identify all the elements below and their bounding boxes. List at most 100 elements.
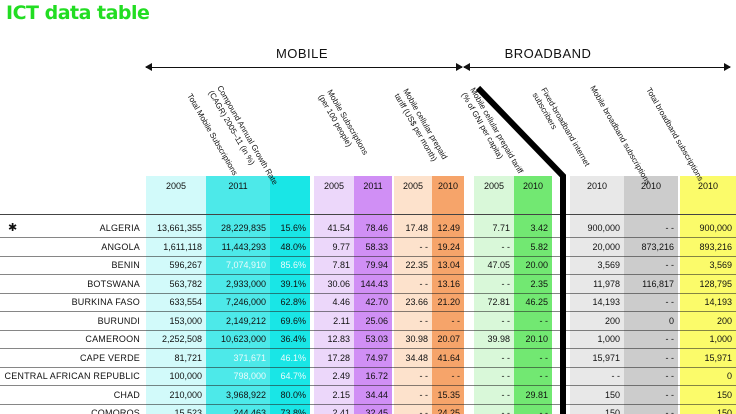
table-cell: 633,554 xyxy=(169,297,202,307)
table-cell: - - xyxy=(451,315,461,326)
year-label-5: 2005 xyxy=(402,181,424,191)
table-cell: 73.8% xyxy=(280,408,306,414)
section-arrow-broadband xyxy=(463,63,731,71)
table-cell: - - xyxy=(611,371,621,381)
table-cell: 21.20 xyxy=(437,297,460,307)
table-cell: 39.98 xyxy=(487,334,510,344)
year-label-8: 2010 xyxy=(522,181,544,191)
table-cell: 16.72 xyxy=(365,371,388,381)
country-name: BURUNDI xyxy=(97,315,140,326)
table-cell: 15,523 xyxy=(174,408,202,414)
table-cell: 4.46 xyxy=(332,297,350,307)
country-name: BOTSWANA xyxy=(87,278,140,289)
table-cell: 11,443,293 xyxy=(221,241,266,252)
table-cell: 81,721 xyxy=(174,352,202,363)
table-cell: - - xyxy=(419,315,429,326)
country-name: BENIN xyxy=(111,260,140,270)
table-cell: 2.35 xyxy=(530,278,548,289)
table-cell: 10,623,000 xyxy=(220,334,266,344)
table-cell: 2.49 xyxy=(332,371,350,381)
table-cell: 1,000 xyxy=(597,334,620,344)
table-cell: 32.45 xyxy=(365,408,388,414)
column-bg-11 xyxy=(680,176,736,414)
column-bg-9 xyxy=(570,176,624,414)
year-label-10: 2010 xyxy=(640,181,662,191)
table-cell: - - xyxy=(419,408,429,414)
table-cell: - - xyxy=(501,352,511,363)
column-header-7: Total broadband subscriptions xyxy=(644,86,706,183)
table-cell: 2.15 xyxy=(332,389,350,400)
table-cell: 2,933,000 xyxy=(225,278,266,289)
year-label-11: 2010 xyxy=(697,181,719,191)
table-cell: 210,000 xyxy=(169,389,202,400)
table-cell: - - xyxy=(539,315,549,326)
table-cell: 13.04 xyxy=(437,260,460,270)
table-cell: 62.8% xyxy=(280,297,306,307)
table-cell: 15.35 xyxy=(437,389,460,400)
table-cell: - - xyxy=(419,241,429,252)
year-label-3: 2005 xyxy=(323,181,345,191)
table-cell: 20,000 xyxy=(592,241,620,252)
column-header-6: Mobile broadband subscriptions xyxy=(588,84,653,187)
table-cell: 3,569 xyxy=(709,260,732,270)
table-cell: 7.81 xyxy=(332,260,350,270)
table-cell: 2.11 xyxy=(333,315,350,326)
column-header-5: Fixed-broadband internet subscribers xyxy=(530,86,592,168)
column-header-4: Mobile cellular prepaid tariff (% of GNI… xyxy=(459,86,525,176)
table-cell: 3,968,922 xyxy=(225,389,266,400)
page-title: ICT data table xyxy=(6,2,150,24)
table-cell: 900,000 xyxy=(699,223,732,233)
row-rule xyxy=(0,403,736,405)
table-cell: 30.98 xyxy=(405,334,428,344)
table-cell: 2.41 xyxy=(332,408,350,414)
table-cell: 3.42 xyxy=(530,223,548,233)
table-cell: 17.48 xyxy=(405,223,428,233)
table-cell: 596,267 xyxy=(169,260,202,270)
table-cell: 20.00 xyxy=(525,260,548,270)
table-cell: 12.49 xyxy=(437,223,460,233)
table-cell: 72.81 xyxy=(487,297,510,307)
table-cell: - - xyxy=(665,371,675,381)
column-header-2: Mobile Subscriptions (per 100 people) xyxy=(316,88,370,157)
section-label-mobile: MOBILE xyxy=(275,46,329,61)
table-cell: 1,000 xyxy=(709,334,732,344)
year-label-9: 2010 xyxy=(586,181,608,191)
table-cell: 25.06 xyxy=(365,315,388,326)
table-cell: 13,661,355 xyxy=(156,223,202,233)
section-label-broadband: BROADBAND xyxy=(504,46,592,61)
country-name: CAPE VERDE xyxy=(79,352,140,363)
table-cell: 873,216 xyxy=(641,241,674,252)
table-cell: 7,074,910 xyxy=(225,260,266,270)
row-marker-star: ✱ xyxy=(8,222,18,234)
table-cell: 36.4% xyxy=(280,334,306,344)
year-label-6: 2010 xyxy=(437,181,459,191)
table-cell: 34.48 xyxy=(405,352,428,363)
table-cell: 15.6% xyxy=(280,223,306,233)
table-cell: 100,000 xyxy=(169,371,202,381)
row-rule xyxy=(0,292,736,294)
table-cell: 74.97 xyxy=(365,352,388,363)
year-label-0: 2005 xyxy=(165,181,187,191)
table-cell: 900,000 xyxy=(587,223,620,233)
table-cell: - - xyxy=(665,223,675,233)
row-rule xyxy=(0,237,736,238)
table-cell: 15,971 xyxy=(704,352,732,363)
table-cell: - - xyxy=(539,408,549,414)
table-cell: - - xyxy=(501,408,511,414)
table-cell: 15,971 xyxy=(592,352,620,363)
table-cell: 11,978 xyxy=(593,278,620,289)
table-cell: - - xyxy=(451,371,461,381)
country-name: COMOROS xyxy=(91,408,140,414)
table-cell: - - xyxy=(665,260,675,270)
table-cell: 41.64 xyxy=(437,352,460,363)
column-bg-4 xyxy=(354,176,392,414)
table-cell: 153,000 xyxy=(169,315,202,326)
country-name: ALGERIA xyxy=(99,223,140,233)
column-bg-1 xyxy=(206,176,270,414)
table-cell: 5.82 xyxy=(530,241,548,252)
table-cell: 798,000 xyxy=(233,371,266,381)
table-cell: 20.07 xyxy=(437,334,460,344)
row-rule xyxy=(0,311,736,312)
table-cell: 20.10 xyxy=(525,334,548,344)
table-cell: 42.70 xyxy=(365,297,388,307)
